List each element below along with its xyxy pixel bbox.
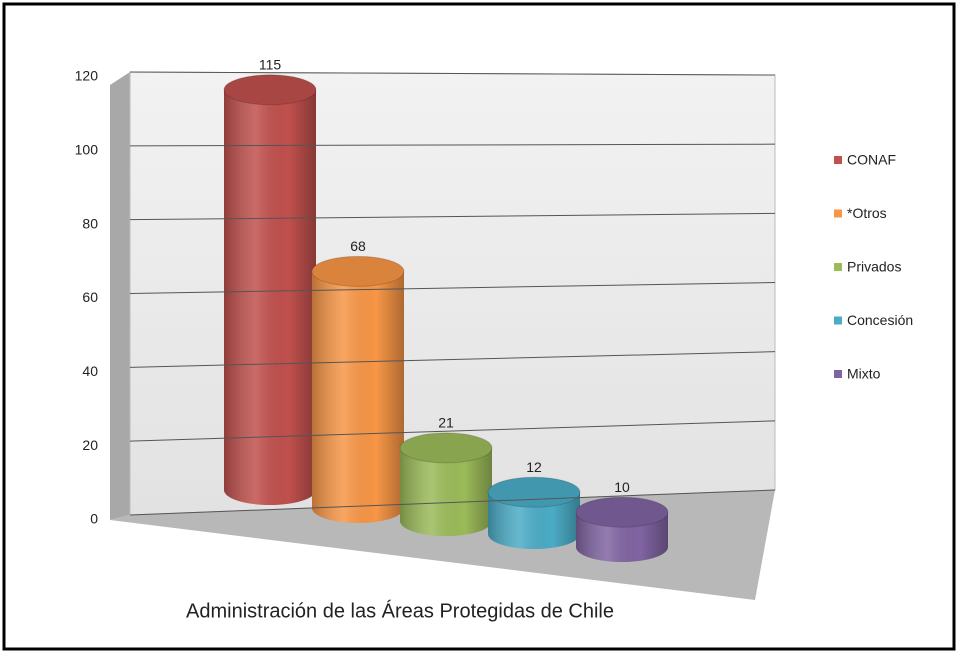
y-tick-label: 60 xyxy=(82,289,98,305)
grid-line xyxy=(129,489,776,516)
legend-swatch xyxy=(834,370,842,378)
cylinder-shade xyxy=(224,89,316,506)
grid-line xyxy=(129,282,776,294)
legend-label: Privados xyxy=(847,259,901,275)
legend-label: *Otros xyxy=(847,205,887,221)
cylinder-top-shade xyxy=(576,497,668,528)
cylinder-shade xyxy=(400,447,492,536)
value-label: 21 xyxy=(438,415,454,431)
value-label: 10 xyxy=(614,479,630,495)
cylinder-top-shade xyxy=(488,477,580,508)
y-tick-label: 0 xyxy=(90,511,98,527)
cylinder-top xyxy=(223,74,317,106)
cylinder-top-shade xyxy=(400,432,492,463)
y-tick-label: 100 xyxy=(75,142,99,158)
cylinder-shade xyxy=(488,492,580,549)
legend-label: Concesión xyxy=(847,312,913,328)
legend-swatch xyxy=(834,209,842,218)
y-tick-label: 20 xyxy=(82,437,98,453)
value-label: 68 xyxy=(350,238,366,254)
cylinder xyxy=(399,432,493,536)
cylinder-top-shade xyxy=(224,74,316,105)
cylinder xyxy=(487,476,581,549)
value-label: 115 xyxy=(259,57,282,73)
legend-label: CONAF xyxy=(847,152,896,168)
y-tick-label: 120 xyxy=(75,68,99,84)
grid-line xyxy=(129,420,776,442)
chart-title: Administración de las Áreas Protegidas d… xyxy=(186,599,614,622)
cylinder-top xyxy=(575,496,669,528)
y-tick-label: 40 xyxy=(82,363,98,379)
grid-line xyxy=(129,351,776,368)
value-label: 12 xyxy=(526,459,542,475)
side-wall xyxy=(110,72,130,520)
cylinder-top xyxy=(399,432,493,464)
legend-swatch xyxy=(834,263,842,271)
cylinder xyxy=(223,74,317,506)
grid-line xyxy=(129,71,776,76)
cylinder-shade xyxy=(312,271,404,523)
grid-line xyxy=(129,212,776,221)
cylinder-top-shade xyxy=(312,256,404,287)
y-tick-label: 80 xyxy=(82,215,98,231)
grid-line xyxy=(129,143,776,147)
legend-swatch xyxy=(834,156,842,164)
cylinder-top xyxy=(311,255,405,287)
cylinder xyxy=(575,496,669,562)
legend-swatch xyxy=(834,316,842,325)
cylinder xyxy=(311,255,405,523)
legend-label: Mixto xyxy=(847,366,881,382)
